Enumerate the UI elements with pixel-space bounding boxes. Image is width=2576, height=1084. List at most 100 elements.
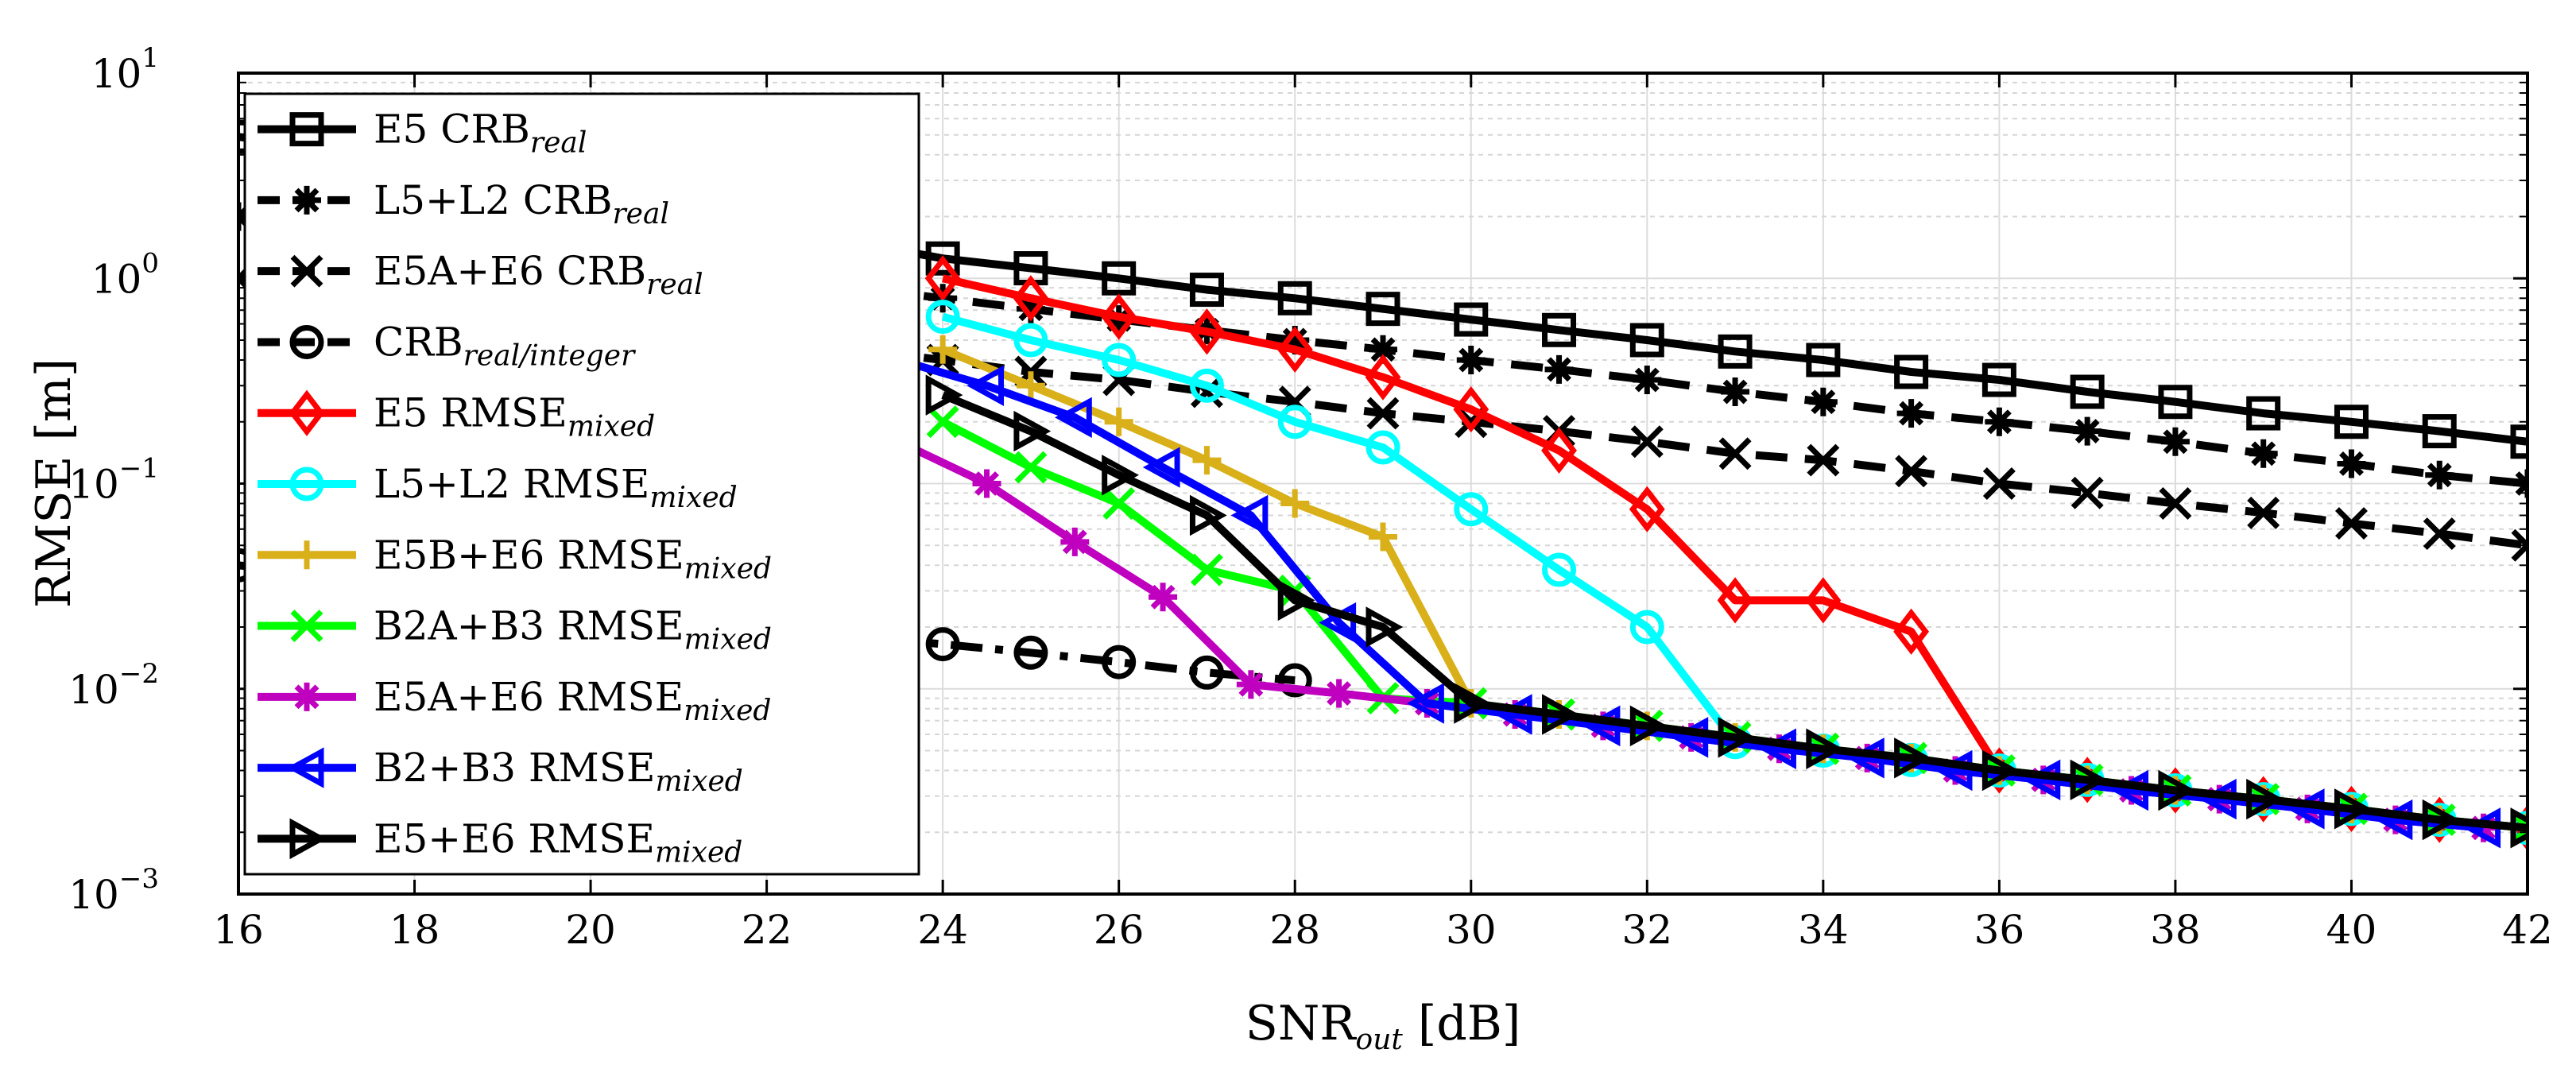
data-point-marker: [2249, 439, 2278, 468]
legend-item: L5+L2 RMSEmixed: [258, 461, 738, 514]
data-point-marker: [1365, 606, 1404, 648]
asterisk-marker: [2425, 460, 2454, 490]
series-line: [941, 391, 2528, 832]
triangle-right-marker: [1277, 579, 1315, 621]
triangle-left-marker: [1142, 447, 1180, 488]
data-point-marker: [2073, 416, 2102, 446]
asterisk-marker: [1280, 325, 1310, 354]
x-tick-label: 32: [1621, 907, 1672, 953]
data-point-marker: [1324, 679, 1354, 708]
diamond-marker: [1629, 486, 1665, 532]
data-point-marker: [1280, 489, 1310, 518]
x-marker: [2511, 528, 2528, 562]
data-point-marker: [1454, 302, 1489, 337]
x-marker: [1807, 443, 1840, 477]
plus-marker: [292, 540, 321, 570]
data-point-marker: [1454, 683, 1492, 724]
data-point-marker: [1055, 397, 1092, 439]
data-point-marker: [1192, 446, 1222, 475]
triangle-right-marker: [2158, 769, 2196, 811]
x-tick-label: 22: [742, 907, 792, 953]
y-tick-label: 10−3: [68, 863, 159, 918]
circle-marker: [289, 324, 324, 359]
data-point-marker: [1016, 294, 1045, 323]
plus-marker: [1192, 446, 1222, 475]
data-point-marker: [1277, 281, 1312, 316]
legend-item: E5 CRBreal: [258, 106, 587, 160]
data-point-marker: [1805, 577, 1842, 624]
y-tick-exponent: −3: [119, 863, 159, 895]
y-tick-label: 100: [91, 247, 159, 302]
x-marker: [1102, 487, 1136, 521]
asterisk-marker: [2249, 439, 2278, 468]
x-tick-label: 30: [1446, 907, 1497, 953]
data-point-marker: [1369, 522, 1397, 552]
data-point-marker: [2337, 449, 2366, 478]
triangle-left-marker: [286, 747, 324, 788]
diamond-marker: [924, 255, 961, 302]
data-point-marker: [1629, 486, 1665, 532]
data-point-marker: [1189, 368, 1224, 403]
x-marker: [290, 254, 323, 288]
triangle-right-marker: [1981, 749, 2020, 792]
data-point-marker: [1277, 663, 1312, 698]
legend-label: CRBreal/integer: [374, 319, 636, 372]
triangle-right-marker: [1806, 728, 1844, 769]
x-axis-label: SNRout [dB]: [1245, 996, 1521, 1056]
diamond-marker: [1276, 326, 1313, 373]
data-point-marker: [286, 747, 324, 788]
legend-label-base: E5A+E6 CRB: [374, 248, 646, 294]
data-point-marker: [1807, 443, 1840, 477]
data-point-marker: [1102, 645, 1137, 679]
triangle-left-marker: [1230, 494, 1269, 536]
square-marker: [2422, 414, 2457, 449]
asterisk-marker: [1236, 670, 1265, 699]
asterisk-marker: [2469, 813, 2498, 842]
data-point-marker: [1895, 455, 1928, 488]
circle-marker: [1454, 492, 1489, 527]
data-point-marker: [1718, 437, 1752, 470]
data-point-marker: [1453, 385, 1489, 433]
triangle-left-marker: [1055, 397, 1092, 439]
data-point-marker: [1189, 494, 1227, 536]
asterisk-marker: [1369, 335, 1397, 364]
data-point-marker: [1190, 553, 1223, 587]
data-point-marker: [2070, 759, 2108, 801]
x-marker: [2247, 496, 2280, 529]
x-marker: [926, 405, 959, 439]
data-point-marker: [2070, 374, 2105, 409]
x-tick-label: 36: [1974, 907, 2025, 953]
legend-item: E5 RMSEmixed: [258, 389, 655, 443]
triangle-right-marker: [2422, 799, 2460, 841]
square-marker: [1629, 323, 1664, 358]
x-marker: [1630, 425, 1664, 459]
triangle-left-marker: [966, 365, 1005, 407]
asterisk-marker: [1060, 527, 1090, 556]
triangle-right-marker: [1718, 717, 1756, 758]
circle-marker: [925, 627, 960, 662]
data-point-marker: [1542, 694, 1579, 735]
data-point-marker: [1806, 343, 1841, 377]
data-point-marker: [290, 254, 323, 288]
triangle-left-marker: [1407, 683, 1444, 724]
data-point-marker: [1894, 354, 1929, 389]
data-point-marker: [1013, 410, 1052, 452]
circle-marker: [1365, 430, 1400, 465]
legend-item: E5A+E6 CRBreal: [258, 248, 703, 301]
asterisk-marker: [1896, 399, 1926, 428]
triangle-right-marker: [2070, 759, 2108, 801]
data-point-marker: [1456, 346, 1486, 375]
circle-marker: [1189, 368, 1224, 403]
square-marker: [1454, 302, 1489, 337]
data-point-marker: [1013, 323, 1048, 358]
triangle-right-marker: [2334, 788, 2372, 830]
data-point-marker: [1365, 292, 1400, 327]
legend-label: E5+E6 RMSEmixed: [374, 815, 742, 869]
x-marker: [1014, 451, 1048, 484]
x-marker: [2334, 507, 2368, 540]
legend-label: B2A+B3 RMSEmixed: [374, 603, 772, 656]
x-marker: [2070, 476, 2104, 509]
legend-label-sub: mixed: [684, 695, 771, 727]
data-point-marker: [1985, 407, 2014, 436]
data-point-marker: [2510, 807, 2528, 849]
